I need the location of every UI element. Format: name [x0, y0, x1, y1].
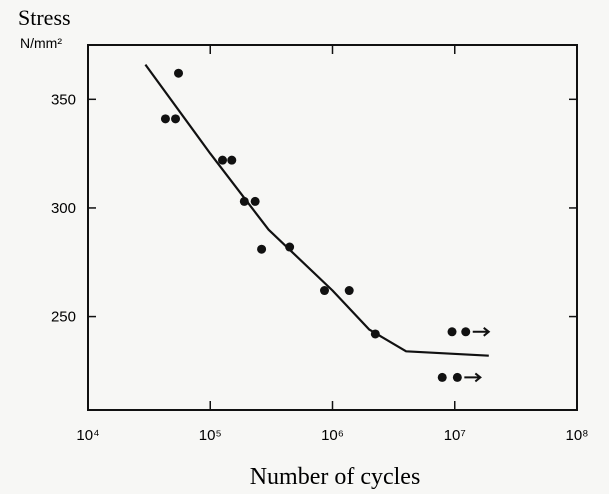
- data-point: [174, 68, 184, 78]
- y-tick-label: 250: [51, 309, 76, 326]
- data-point: [437, 372, 447, 382]
- data-point: [452, 372, 462, 382]
- runout-arrow: [472, 327, 491, 337]
- y-tick-label: 350: [51, 91, 76, 108]
- x-tick-label: 10⁸: [565, 427, 588, 444]
- x-tick-label: 10⁷: [444, 427, 466, 444]
- data-point: [461, 327, 471, 337]
- x-tick-label: 10⁶: [321, 427, 344, 444]
- data-point: [344, 286, 354, 296]
- data-point: [447, 327, 457, 337]
- data-point: [257, 244, 267, 254]
- y-axis-unit: N/mm²: [20, 35, 62, 51]
- y-axis-label: Stress: [18, 5, 71, 30]
- y-tick-label: 300: [51, 200, 76, 217]
- data-point: [227, 155, 237, 165]
- runout-arrow: [464, 372, 482, 383]
- data-point: [171, 114, 181, 124]
- x-axis-label: Number of cycles: [250, 464, 421, 490]
- x-tick-label: 10⁵: [199, 427, 222, 444]
- x-tick-label: 10⁴: [76, 427, 99, 444]
- fit-curve: [144, 63, 489, 357]
- data-point: [160, 114, 170, 124]
- data-point: [319, 286, 329, 296]
- data-point: [218, 155, 228, 165]
- data-point: [285, 242, 295, 252]
- data-point: [250, 196, 260, 206]
